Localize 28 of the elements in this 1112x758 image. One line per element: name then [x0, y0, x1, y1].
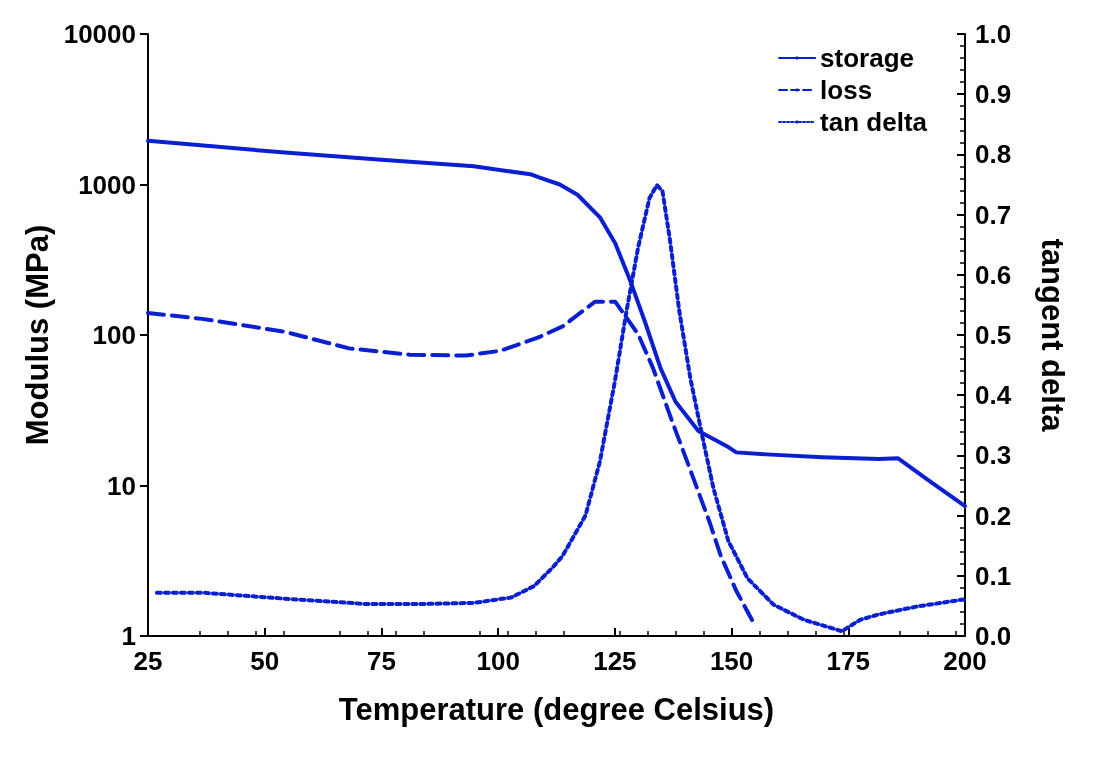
y2-tick-label: 0.1: [975, 560, 1012, 591]
x-tick-label: 175: [826, 646, 870, 676]
y2-tick-label: 1.0: [975, 19, 1012, 49]
x-axis-title: Temperature (degree Celsius): [338, 692, 775, 727]
x-tick-label: 50: [250, 646, 280, 676]
x-tick-label: 150: [709, 646, 754, 676]
y2-tick-label: 0.3: [975, 440, 1012, 471]
y2-tick-label: 0.4: [975, 380, 1012, 411]
x-tick-label: 100: [476, 646, 520, 676]
y-tick-label: 10000: [63, 19, 136, 49]
x-tick-label: 125: [593, 646, 637, 676]
legend-label: tan delta: [820, 107, 928, 137]
legend-label: loss: [820, 75, 873, 105]
y2-tick-label: 0.6: [975, 259, 1012, 290]
y2-tick-label: 0.7: [975, 199, 1012, 230]
y2-tick-label: 0.9: [975, 79, 1012, 110]
y2-tick-label: 0.2: [975, 500, 1012, 531]
y2-tick-label: 0.5: [975, 320, 1012, 350]
legend-label: storage: [820, 43, 915, 73]
x-tick-label: 25: [133, 646, 163, 676]
y-tick-label: 100: [92, 320, 136, 350]
y-tick-label: 1000: [78, 169, 136, 200]
y-tick-label: 1: [121, 621, 136, 651]
y-axis-title: Modulus (MPa): [19, 224, 55, 446]
x-tick-label: 75: [366, 646, 396, 676]
y2-axis-title: tangent delta: [1035, 238, 1070, 433]
y2-tick-label: 0.8: [975, 139, 1012, 170]
y-tick-label: 10: [107, 470, 136, 501]
